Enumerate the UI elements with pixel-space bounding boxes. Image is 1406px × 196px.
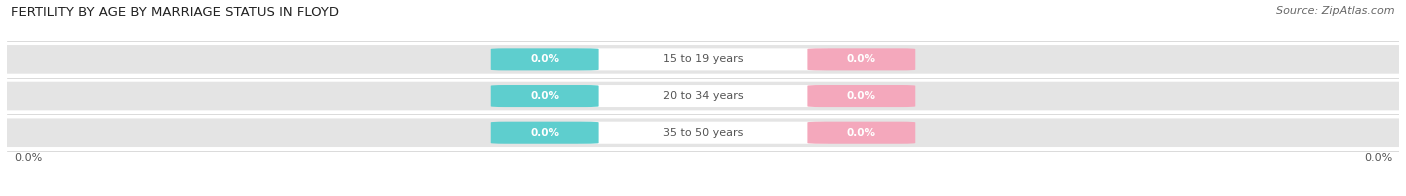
FancyBboxPatch shape bbox=[0, 82, 1406, 110]
Text: 0.0%: 0.0% bbox=[530, 91, 560, 101]
FancyBboxPatch shape bbox=[578, 85, 828, 107]
Text: 0.0%: 0.0% bbox=[14, 153, 42, 163]
Text: 0.0%: 0.0% bbox=[1364, 153, 1392, 163]
Text: 0.0%: 0.0% bbox=[846, 54, 876, 64]
FancyBboxPatch shape bbox=[491, 122, 599, 144]
Text: FERTILITY BY AGE BY MARRIAGE STATUS IN FLOYD: FERTILITY BY AGE BY MARRIAGE STATUS IN F… bbox=[11, 6, 339, 19]
Text: 0.0%: 0.0% bbox=[530, 54, 560, 64]
FancyBboxPatch shape bbox=[807, 122, 915, 144]
FancyBboxPatch shape bbox=[578, 48, 828, 70]
Text: 0.0%: 0.0% bbox=[530, 128, 560, 138]
Text: 20 to 34 years: 20 to 34 years bbox=[662, 91, 744, 101]
Text: 0.0%: 0.0% bbox=[846, 128, 876, 138]
Text: Source: ZipAtlas.com: Source: ZipAtlas.com bbox=[1277, 6, 1395, 16]
Text: 0.0%: 0.0% bbox=[846, 91, 876, 101]
FancyBboxPatch shape bbox=[807, 48, 915, 70]
FancyBboxPatch shape bbox=[578, 122, 828, 144]
FancyBboxPatch shape bbox=[0, 45, 1406, 74]
FancyBboxPatch shape bbox=[807, 85, 915, 107]
FancyBboxPatch shape bbox=[0, 118, 1406, 147]
FancyBboxPatch shape bbox=[491, 85, 599, 107]
Text: 15 to 19 years: 15 to 19 years bbox=[662, 54, 744, 64]
Text: 35 to 50 years: 35 to 50 years bbox=[662, 128, 744, 138]
FancyBboxPatch shape bbox=[491, 48, 599, 70]
